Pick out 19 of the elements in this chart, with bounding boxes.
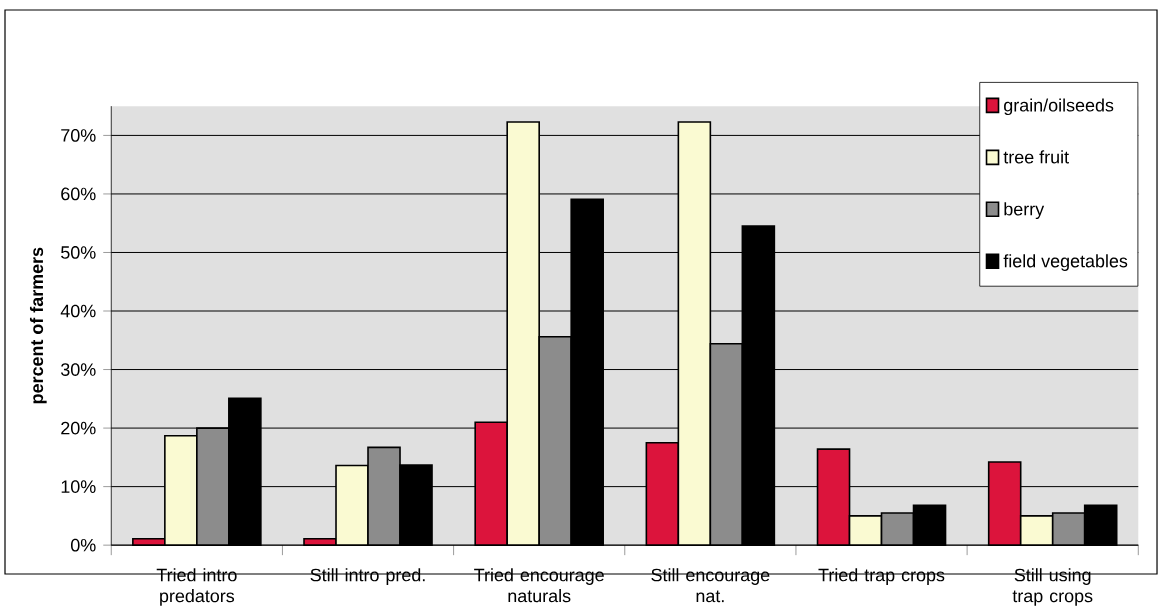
y-tick-label: 30% — [61, 362, 96, 376]
legend-label: field vegetables — [1003, 254, 1128, 271]
x-tick-label: Tried trap crops — [818, 567, 945, 585]
legend-label: tree fruit — [1003, 150, 1069, 164]
x-tick-label: Still intro pred. — [310, 567, 425, 585]
x-tick-label: Tried encourage naturals — [474, 567, 604, 603]
x-tick-label: Tried intro predators — [156, 567, 237, 606]
y-tick-label: 50% — [61, 245, 96, 259]
y-tick-label: 20% — [61, 421, 96, 435]
x-tick-label: Still using trap crops — [1012, 567, 1093, 606]
legend-label: grain/oilseeds — [1004, 98, 1114, 115]
x-tick-label: Still encourage nat. — [651, 567, 770, 603]
y-tick-label: 0% — [70, 538, 96, 552]
y-tick-label: 70% — [61, 128, 96, 142]
y-tick-label: 10% — [61, 480, 96, 493]
y-axis-title: percent of farmers — [29, 247, 47, 403]
legend-label: berry — [1004, 202, 1045, 219]
y-tick-label: 60% — [61, 187, 96, 201]
y-tick-label: 40% — [60, 304, 96, 318]
